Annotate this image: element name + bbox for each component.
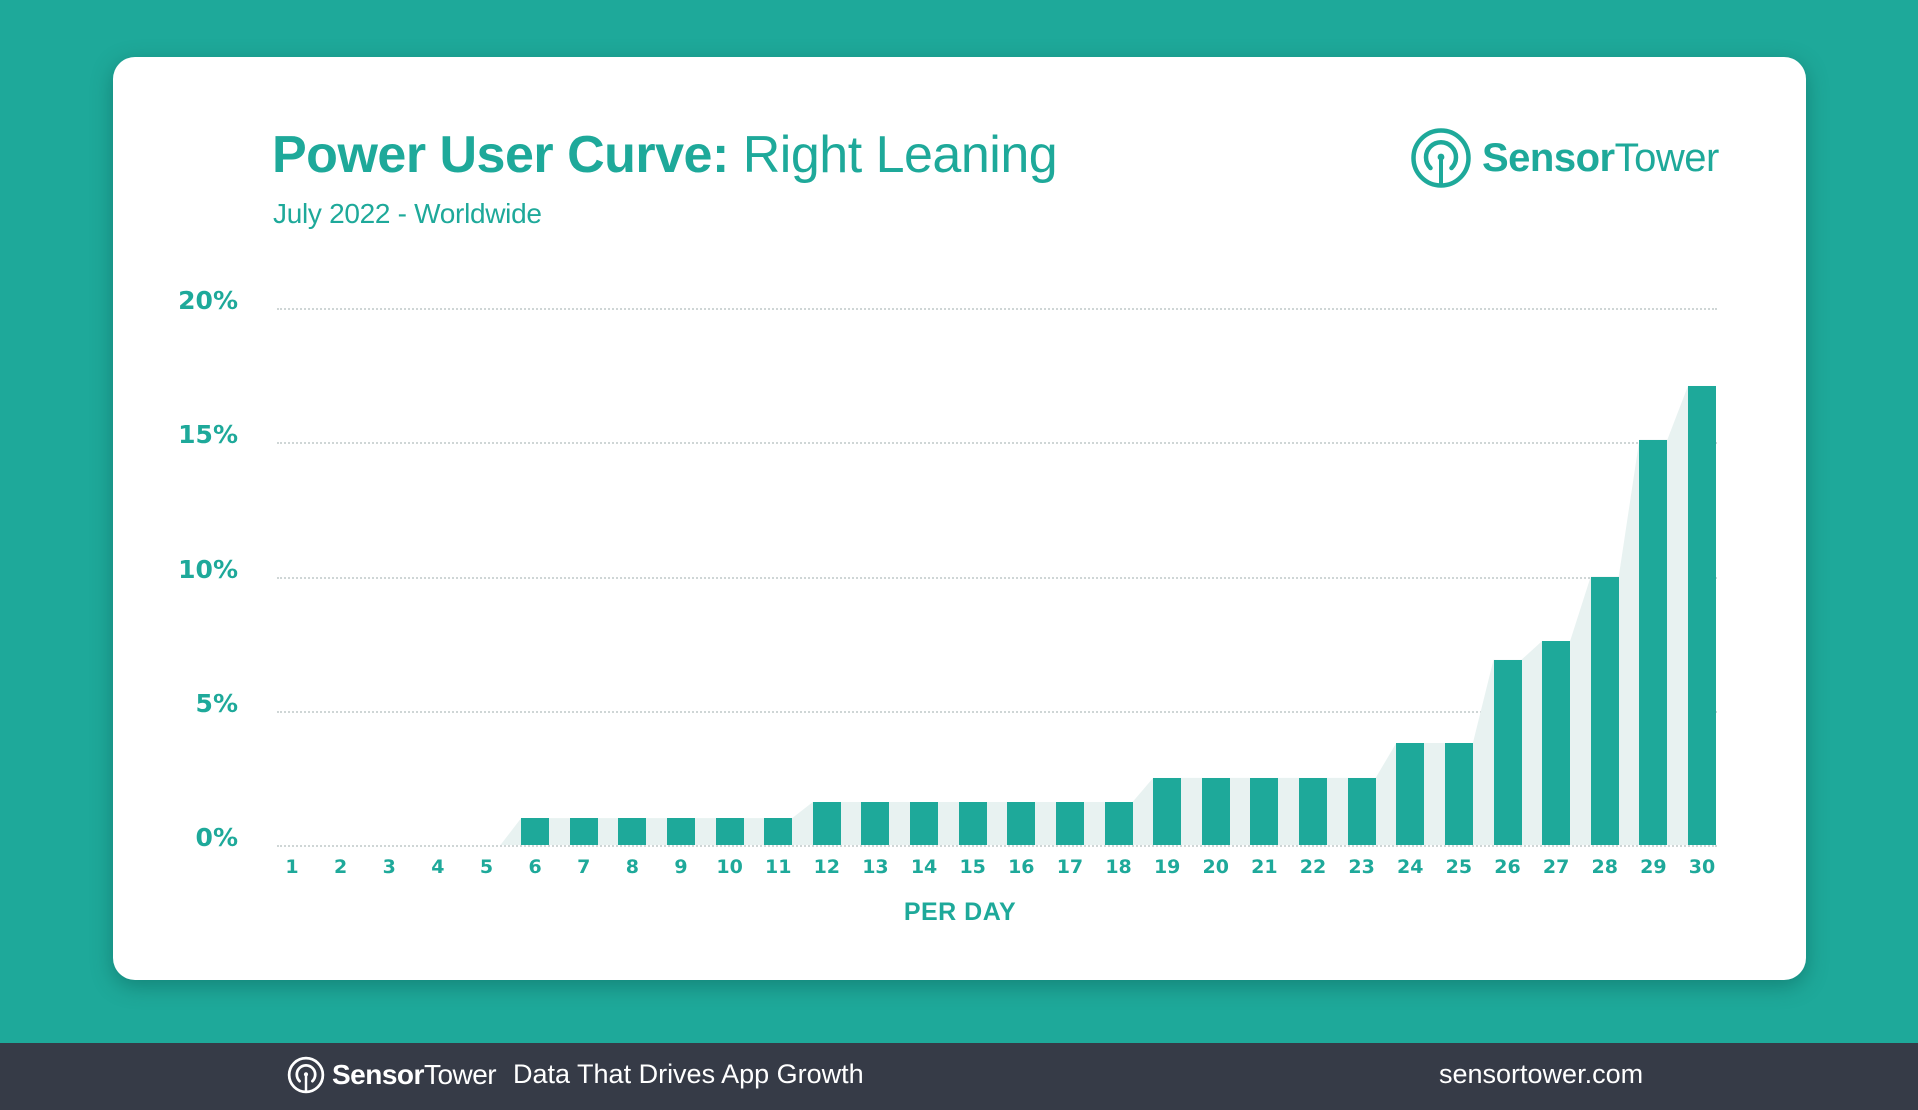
bar bbox=[812, 802, 841, 845]
gridline bbox=[277, 308, 1717, 310]
bar bbox=[666, 818, 695, 845]
x-tick-label: 30 bbox=[1688, 856, 1716, 878]
x-tick-label: 18 bbox=[1105, 856, 1132, 878]
bar bbox=[1688, 385, 1716, 845]
bar bbox=[1444, 742, 1473, 845]
bar bbox=[1639, 439, 1668, 845]
x-tick-label: 21 bbox=[1251, 856, 1278, 878]
x-tick-label: 8 bbox=[625, 856, 639, 878]
sensor-tower-logo-icon bbox=[1411, 128, 1471, 188]
x-tick-label: 20 bbox=[1202, 856, 1229, 878]
x-tick-label: 15 bbox=[959, 856, 986, 878]
y-tick-label: 5% bbox=[195, 688, 238, 718]
bar bbox=[521, 818, 550, 845]
gridline bbox=[277, 845, 1717, 847]
x-tick-label: 28 bbox=[1591, 856, 1618, 878]
bar bbox=[1590, 576, 1619, 845]
x-tick-label: 2 bbox=[333, 856, 348, 878]
footer-brand-name: SensorTower bbox=[332, 1059, 497, 1090]
bar bbox=[1153, 777, 1182, 845]
x-axis-label: PER DAY bbox=[903, 898, 1017, 926]
bar bbox=[618, 818, 647, 845]
x-tick-label: 17 bbox=[1056, 856, 1084, 878]
x-tick-label: 16 bbox=[1008, 856, 1035, 878]
bar bbox=[910, 802, 939, 845]
x-tick-label: 13 bbox=[862, 856, 889, 878]
brand-name: SensorTower bbox=[1482, 135, 1719, 180]
x-tick-label: 5 bbox=[479, 856, 494, 878]
footer-bar: SensorTower Data That Drives App Growth … bbox=[0, 1043, 1918, 1110]
footer-url[interactable]: sensortower.com bbox=[1439, 1059, 1644, 1089]
bar bbox=[715, 818, 744, 845]
y-tick-label: 15% bbox=[178, 420, 238, 450]
x-tick-label: 24 bbox=[1397, 856, 1424, 878]
x-tick-label: 22 bbox=[1299, 856, 1327, 878]
brand-logo: SensorTower bbox=[1410, 126, 1719, 190]
x-tick-label: 4 bbox=[431, 856, 445, 878]
x-tick-label: 29 bbox=[1640, 856, 1667, 878]
bar bbox=[958, 802, 987, 845]
x-tick-label: 26 bbox=[1494, 856, 1521, 878]
bar bbox=[1396, 742, 1425, 845]
title-bold: Power User Curve: bbox=[272, 126, 729, 184]
x-tick-label: 25 bbox=[1445, 856, 1473, 878]
bar bbox=[764, 818, 793, 845]
footer-tagline: Data That Drives App Growth bbox=[513, 1059, 864, 1089]
bar bbox=[1201, 777, 1230, 845]
x-tick-label: 3 bbox=[382, 856, 396, 878]
bar bbox=[1493, 659, 1522, 845]
chart-subtitle: July 2022 - Worldwide bbox=[273, 198, 542, 229]
gridline bbox=[277, 576, 1717, 579]
x-tick-label: 27 bbox=[1542, 856, 1570, 878]
bar bbox=[1007, 802, 1036, 845]
x-tick-label: 11 bbox=[764, 856, 792, 878]
y-tick-label: 10% bbox=[178, 554, 238, 584]
y-tick-label: 0% bbox=[195, 823, 238, 852]
x-tick-label: 6 bbox=[528, 856, 542, 878]
x-tick-label: 14 bbox=[910, 856, 938, 878]
x-tick-label: 23 bbox=[1348, 856, 1375, 878]
bar bbox=[1055, 802, 1084, 845]
x-tick-label: 1 bbox=[285, 856, 299, 878]
sensor-tower-logo-icon bbox=[287, 1056, 325, 1094]
x-tick-label: 12 bbox=[813, 856, 841, 878]
bar bbox=[861, 802, 890, 845]
bar bbox=[1104, 802, 1133, 845]
footer-logo: SensorTower bbox=[287, 1056, 497, 1094]
x-tick-label: 9 bbox=[674, 856, 688, 878]
x-tick-label: 10 bbox=[716, 856, 743, 878]
title-light: Right Leaning bbox=[742, 126, 1058, 184]
gridline bbox=[277, 442, 1717, 445]
x-tick-label: 19 bbox=[1153, 856, 1181, 878]
bar bbox=[1299, 777, 1328, 845]
bar bbox=[1250, 777, 1279, 845]
bar bbox=[1542, 640, 1571, 845]
gridline bbox=[277, 710, 1717, 713]
chart-title: Power User Curve: Right Leaning bbox=[272, 125, 1058, 185]
bar bbox=[569, 818, 598, 845]
x-tick-label: 7 bbox=[577, 856, 591, 878]
bar bbox=[1347, 777, 1376, 845]
y-tick-label: 20% bbox=[178, 286, 238, 315]
